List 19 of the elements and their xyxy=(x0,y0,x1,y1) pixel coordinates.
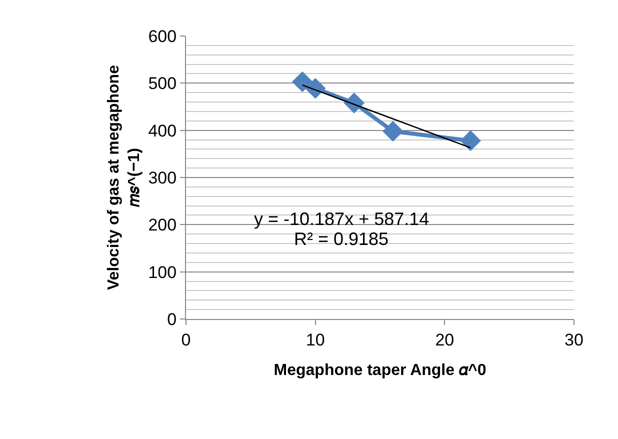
y-tick-label: 400 xyxy=(148,121,177,140)
y-tick-label: 300 xyxy=(148,168,177,188)
x-tick-label: 20 xyxy=(435,330,454,350)
annotation: y = -10.187x + 587.14 xyxy=(254,209,430,229)
annotation: R² = 0.9185 xyxy=(294,229,389,249)
x-axis-title: Megaphone taper Angle 𝛼^0 xyxy=(274,362,486,380)
y-tick-label: 500 xyxy=(148,74,177,94)
y-tick-label: 200 xyxy=(148,216,177,235)
y-tick-label: 600 xyxy=(148,26,177,46)
y-tick-label: 100 xyxy=(148,262,177,282)
point xyxy=(382,120,404,142)
y-tick-label: 0 xyxy=(167,310,177,329)
y-axis-title: Velocity of gas at megaphone 𝑚𝑠^(−1) xyxy=(105,64,144,290)
x-tick-label: 30 xyxy=(564,330,584,350)
point xyxy=(304,78,326,99)
point xyxy=(292,71,313,92)
point xyxy=(460,130,481,152)
x-tick-label: 10 xyxy=(306,330,325,350)
x-tick-label: 0 xyxy=(181,330,191,350)
